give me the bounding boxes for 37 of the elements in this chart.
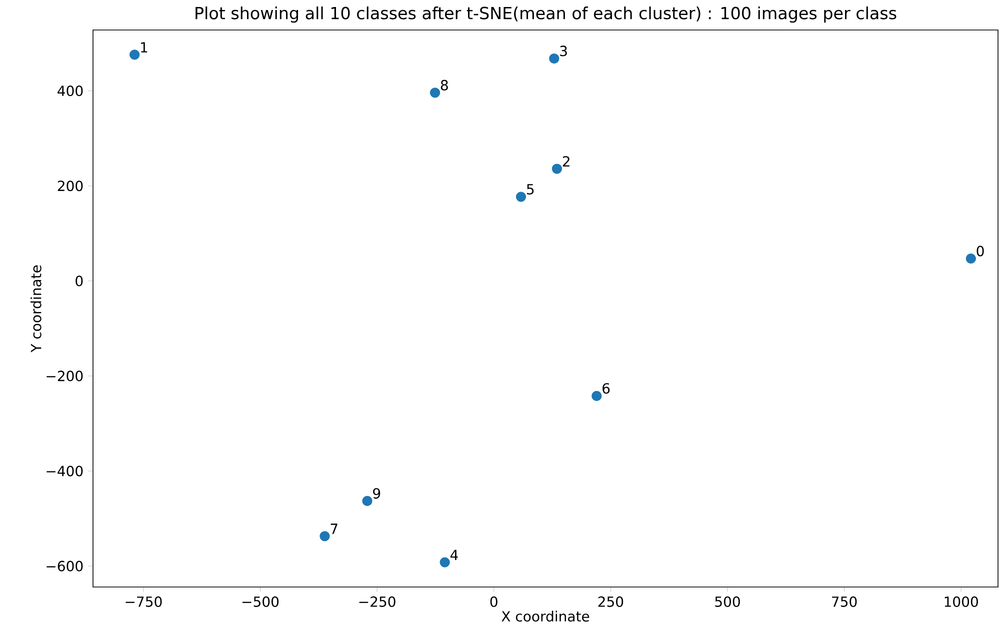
- point: [966, 254, 976, 264]
- annotation: 3: [560, 46, 567, 56]
- x-tick-label: 750: [832, 596, 857, 607]
- x-tick-label: 250: [598, 596, 624, 607]
- chart-title: Plot showing all 10 classes after t-SNE(mean of each cluster) : 100 images per class: [196, 6, 896, 23]
- annotation: 8: [440, 80, 448, 90]
- annotation: 5: [526, 184, 534, 195]
- x-axis-title: X coordinate: [502, 610, 590, 622]
- point: [430, 88, 440, 98]
- point: [320, 531, 330, 542]
- point: [362, 496, 372, 506]
- annotation: 9: [373, 488, 380, 499]
- annotation: 0: [976, 246, 984, 256]
- x-tick-label: 0: [490, 596, 498, 607]
- annotation: 1: [141, 42, 148, 52]
- x-tick-label: −750: [126, 596, 162, 607]
- y-tick-label: 0: [76, 276, 83, 286]
- y-tick-label: 200: [58, 180, 83, 192]
- annotation: 6: [602, 383, 610, 394]
- x-tick-label: 1000: [944, 596, 978, 607]
- y-tick-label: −400: [46, 466, 83, 476]
- annotation: 2: [562, 156, 570, 166]
- y-axis-title: Y coordinate: [30, 265, 42, 352]
- y-tick-label: 400: [58, 86, 83, 96]
- annotation: 7: [330, 524, 338, 534]
- x-tick-label: −500: [242, 596, 279, 607]
- y-tick-label: −200: [46, 370, 83, 382]
- point: [130, 50, 140, 60]
- point: [592, 390, 602, 402]
- point: [552, 164, 562, 174]
- point: [440, 557, 450, 568]
- point: [549, 53, 560, 64]
- annotation: 4: [450, 550, 458, 560]
- point: [516, 192, 526, 202]
- x-tick-label: −250: [359, 596, 396, 607]
- x-tick-label: 500: [715, 596, 740, 607]
- y-tick-label: −600: [46, 560, 83, 572]
